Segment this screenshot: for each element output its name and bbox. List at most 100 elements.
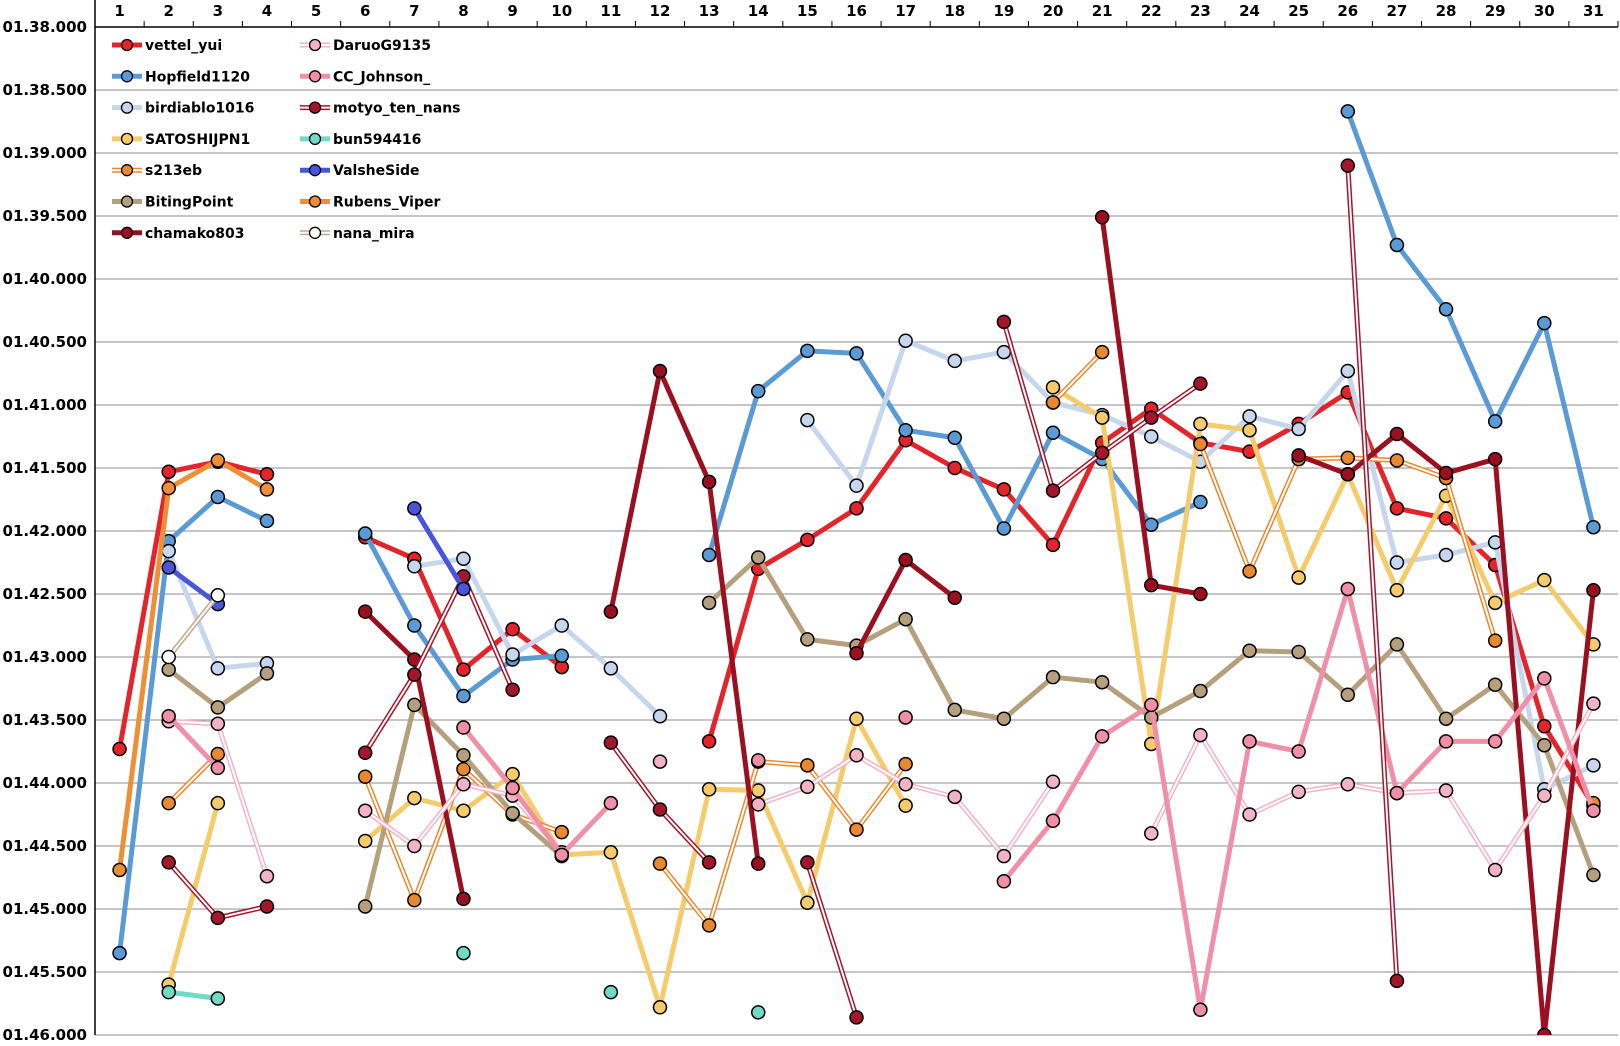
y-tick-label: 01.45.000	[3, 900, 87, 918]
data-point	[456, 748, 471, 763]
data-point	[849, 711, 864, 726]
data-point	[357, 833, 373, 849]
data-point	[996, 344, 1012, 360]
data-point	[1537, 788, 1552, 803]
legend-item-ValsheSide: ValsheSide	[300, 163, 420, 179]
data-point	[456, 581, 471, 597]
data-point	[849, 822, 864, 837]
legend-label: chamako803	[145, 226, 245, 242]
x-tick-label: 17	[895, 2, 916, 20]
data-point	[1291, 421, 1306, 437]
legend-label: vettel_yui	[145, 38, 222, 54]
data-point	[357, 604, 373, 619]
y-tick-label: 01.43.500	[3, 711, 87, 729]
series-Hopfield1120	[112, 104, 1601, 961]
data-point	[701, 918, 717, 933]
data-point	[800, 758, 815, 773]
data-point	[407, 501, 422, 516]
x-tick-label: 8	[458, 2, 468, 20]
data-point	[1144, 410, 1159, 425]
data-point	[603, 604, 619, 619]
data-point	[1094, 445, 1110, 461]
data-point	[701, 855, 717, 870]
x-tick-label: 27	[1386, 2, 1407, 20]
data-point	[652, 363, 668, 379]
data-point	[456, 761, 471, 777]
data-point	[1144, 577, 1159, 593]
legend-label: Rubens_Viper	[333, 195, 440, 211]
data-point	[996, 521, 1012, 536]
data-point	[1340, 777, 1356, 792]
data-point	[1242, 643, 1257, 658]
legend-label: DaruoG9135	[333, 38, 431, 54]
legend-label: ValsheSide	[333, 163, 420, 179]
series-line	[461, 725, 613, 858]
data-point	[750, 856, 766, 871]
data-point	[357, 745, 373, 761]
data-point	[210, 453, 226, 468]
data-point	[947, 460, 963, 476]
data-point	[652, 708, 668, 724]
x-tick-label: 30	[1534, 2, 1555, 20]
data-point	[1242, 564, 1257, 579]
data-point	[161, 662, 176, 677]
data-point	[210, 795, 226, 811]
data-point	[1487, 595, 1503, 611]
legend-item-BitingPoint: BitingPoint	[112, 195, 234, 211]
data-point	[800, 779, 815, 795]
data-point	[1291, 744, 1306, 759]
data-point	[1389, 426, 1405, 442]
data-point	[849, 645, 864, 661]
series-line-inner	[806, 862, 858, 1018]
series-line-inner	[1346, 165, 1398, 981]
x-tick-label: 13	[699, 2, 720, 20]
data-point	[210, 700, 226, 715]
data-point	[407, 559, 422, 574]
data-point	[1291, 448, 1306, 463]
legend-label: birdiablo1016	[145, 101, 254, 117]
y-tick-label: 01.42.500	[3, 585, 87, 603]
legend-swatch-marker	[120, 70, 134, 83]
data-point	[259, 868, 275, 884]
data-point	[800, 532, 815, 548]
data-point	[505, 766, 520, 782]
x-tick-label: 21	[1092, 2, 1113, 20]
data-point	[898, 552, 913, 568]
x-tick-label: 20	[1043, 2, 1064, 20]
legend-label: nana_mira	[333, 226, 415, 242]
data-point	[161, 795, 176, 811]
data-point	[800, 632, 815, 647]
legend-label: CC_Johnson_	[333, 69, 430, 85]
data-point	[554, 824, 569, 840]
data-point	[456, 777, 471, 792]
data-point	[849, 346, 864, 361]
data-point	[161, 984, 176, 1000]
data-point	[505, 647, 520, 662]
data-point	[750, 383, 766, 399]
data-point	[1487, 451, 1503, 467]
axes: 01.38.000 01.38.500 01.39.000 01.39.500 01.4…	[3, 0, 1619, 1044]
legend-label: bun594416	[333, 132, 421, 148]
legend-swatch-marker	[120, 164, 134, 177]
y-tick-label: 01.42.000	[3, 522, 87, 540]
data-point	[1045, 483, 1061, 498]
x-tick-label: 24	[1239, 2, 1260, 20]
data-point	[1144, 697, 1159, 713]
data-point	[1291, 784, 1306, 800]
data-point	[1389, 973, 1405, 989]
data-point	[996, 711, 1012, 726]
series-line	[117, 459, 268, 750]
series-CC_Johnson_	[161, 581, 1601, 1018]
y-tick-label: 01.44.000	[3, 774, 87, 792]
data-point	[800, 895, 815, 910]
data-point	[1193, 683, 1208, 699]
data-point	[1094, 674, 1110, 690]
data-point	[603, 984, 619, 1000]
legend-item-chamako803: chamako803	[112, 226, 245, 242]
data-point	[505, 780, 520, 796]
data-point	[947, 789, 963, 805]
series-SATOSHIJPN1	[161, 380, 1601, 1015]
data-point	[1537, 1027, 1552, 1035]
data-point	[1438, 734, 1454, 749]
